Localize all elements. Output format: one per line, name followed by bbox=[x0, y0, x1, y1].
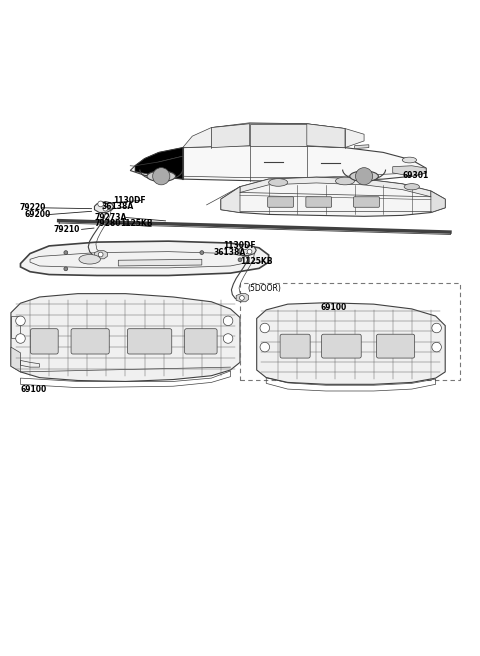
Circle shape bbox=[238, 258, 242, 262]
Polygon shape bbox=[211, 124, 250, 148]
Polygon shape bbox=[221, 177, 445, 216]
Ellipse shape bbox=[269, 178, 288, 186]
Polygon shape bbox=[11, 294, 240, 381]
Ellipse shape bbox=[79, 255, 100, 264]
FancyBboxPatch shape bbox=[185, 329, 217, 354]
Circle shape bbox=[260, 323, 270, 333]
Ellipse shape bbox=[404, 184, 420, 190]
Circle shape bbox=[260, 342, 270, 352]
Polygon shape bbox=[11, 347, 21, 372]
Text: 36138A: 36138A bbox=[102, 202, 134, 211]
Text: 1130DF: 1130DF bbox=[114, 195, 146, 205]
Polygon shape bbox=[393, 166, 426, 176]
Polygon shape bbox=[95, 201, 114, 213]
Polygon shape bbox=[135, 156, 183, 179]
Polygon shape bbox=[236, 294, 249, 302]
Circle shape bbox=[242, 244, 248, 250]
Text: 79210: 79210 bbox=[54, 225, 80, 234]
FancyBboxPatch shape bbox=[31, 329, 58, 354]
FancyBboxPatch shape bbox=[280, 334, 310, 358]
Polygon shape bbox=[355, 145, 369, 148]
Text: 1125KB: 1125KB bbox=[120, 218, 152, 228]
FancyBboxPatch shape bbox=[376, 334, 415, 358]
Polygon shape bbox=[239, 245, 256, 255]
Circle shape bbox=[223, 334, 233, 343]
Text: 69100: 69100 bbox=[320, 304, 347, 312]
Text: 1130DF: 1130DF bbox=[223, 241, 256, 251]
Polygon shape bbox=[95, 251, 108, 259]
FancyBboxPatch shape bbox=[268, 197, 293, 207]
Circle shape bbox=[64, 267, 68, 271]
Text: 79280: 79280 bbox=[95, 220, 121, 228]
Circle shape bbox=[240, 296, 244, 300]
Polygon shape bbox=[118, 259, 202, 266]
Text: 79220: 79220 bbox=[20, 203, 46, 213]
Polygon shape bbox=[240, 177, 431, 197]
Circle shape bbox=[432, 342, 442, 352]
Circle shape bbox=[356, 168, 372, 185]
Circle shape bbox=[103, 206, 108, 211]
Text: 69100: 69100 bbox=[21, 384, 47, 394]
Text: 36138A: 36138A bbox=[214, 248, 246, 257]
Polygon shape bbox=[21, 241, 269, 276]
Circle shape bbox=[16, 334, 25, 343]
Polygon shape bbox=[183, 123, 364, 148]
Text: 79273A: 79273A bbox=[95, 213, 127, 222]
Circle shape bbox=[153, 168, 170, 185]
Polygon shape bbox=[307, 124, 345, 148]
Circle shape bbox=[223, 316, 233, 325]
Polygon shape bbox=[431, 191, 445, 213]
Polygon shape bbox=[221, 187, 240, 213]
Ellipse shape bbox=[147, 171, 176, 182]
Ellipse shape bbox=[336, 177, 355, 185]
Polygon shape bbox=[257, 302, 445, 384]
Circle shape bbox=[432, 323, 442, 333]
Polygon shape bbox=[130, 146, 426, 181]
FancyBboxPatch shape bbox=[354, 197, 379, 207]
FancyBboxPatch shape bbox=[71, 329, 109, 354]
Circle shape bbox=[200, 251, 204, 255]
Polygon shape bbox=[250, 124, 307, 146]
Text: (5DOOR): (5DOOR) bbox=[247, 284, 281, 293]
FancyBboxPatch shape bbox=[127, 329, 172, 354]
Circle shape bbox=[98, 201, 104, 207]
Ellipse shape bbox=[402, 157, 417, 163]
Circle shape bbox=[16, 316, 25, 325]
Circle shape bbox=[98, 252, 103, 257]
Text: 69301: 69301 bbox=[402, 171, 429, 180]
Text: 1125KB: 1125KB bbox=[240, 256, 273, 266]
Circle shape bbox=[64, 251, 68, 255]
FancyBboxPatch shape bbox=[306, 197, 332, 207]
Ellipse shape bbox=[350, 171, 378, 182]
FancyBboxPatch shape bbox=[322, 334, 361, 358]
Circle shape bbox=[247, 249, 252, 254]
Text: 69200: 69200 bbox=[24, 211, 50, 219]
Polygon shape bbox=[135, 148, 183, 168]
